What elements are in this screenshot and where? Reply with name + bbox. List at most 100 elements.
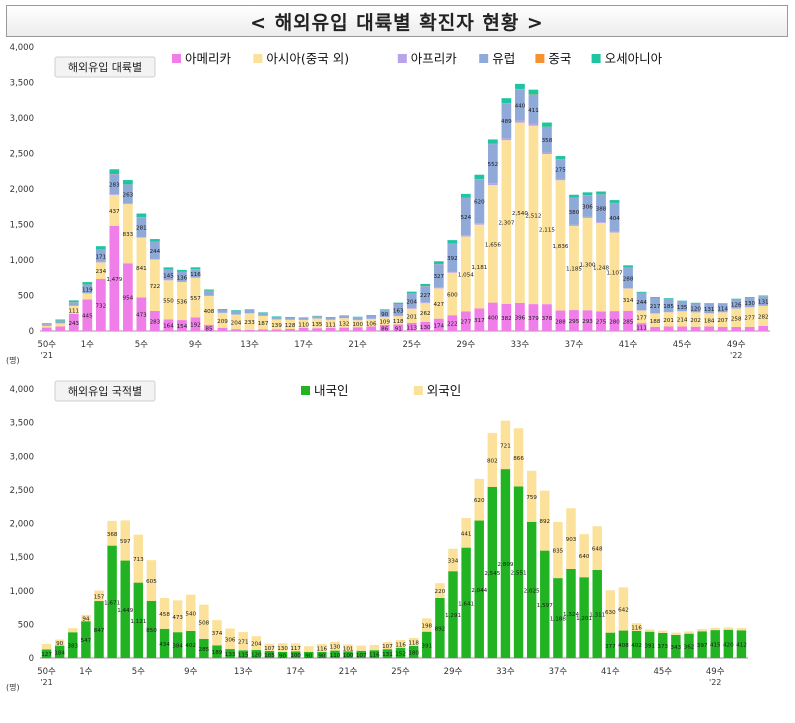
y-tick-label: 1,000 [10,256,34,266]
x-tick-label: 45수 [673,340,692,350]
data-label: 198 [421,624,432,630]
bar-segment [406,291,417,294]
bar-segment [474,179,485,224]
data-label: 377 [605,644,616,650]
data-label: 380 [569,210,580,216]
data-label: 243 [68,321,79,327]
data-label: 135 [677,305,688,311]
data-label: 397 [697,643,708,649]
data-label: 384 [172,644,183,650]
data-label: 383 [67,644,78,650]
data-label: 94 [82,617,90,623]
bar-segment [352,316,363,318]
data-label: 133 [225,652,236,658]
bar-segment [231,329,241,331]
chart-title: 해외유입 대륙별 [68,60,142,74]
data-label: 445 [82,314,93,320]
data-label: 1,248 [593,266,609,272]
bar-segment [644,629,655,632]
x-tick-label: 5수 [132,667,145,677]
data-label: 802 [487,458,498,464]
data-label: 214 [677,317,688,323]
y-unit-label: (명) [6,355,20,365]
data-label: 116 [369,653,380,659]
y-tick-label: 4,000 [10,385,34,395]
bar-segment [704,303,715,314]
data-label: 227 [420,293,431,299]
bar-segment [758,296,769,306]
bar-segment [258,312,268,313]
data-label: 362 [684,644,695,650]
data-label: 283 [150,319,161,325]
bar-segment [555,156,566,160]
data-label: 408 [204,309,215,315]
data-label: 114 [717,306,728,312]
bar-segment [447,240,458,244]
bar-segment [82,293,93,300]
bar-segment [199,638,209,658]
data-label: 171 [95,254,106,260]
x-tick-label: 17수 [294,340,313,350]
legend-label: 중국 [548,51,571,66]
bar-segment [277,643,288,652]
bar-segment [82,284,93,294]
bar-segment [95,261,106,263]
bar-segment [731,299,742,309]
y-tick-label: 3,500 [10,419,34,429]
data-label: 277 [744,316,755,322]
data-label: 130 [744,301,755,307]
bar-segment [501,98,512,104]
bar-segment [41,643,52,650]
data-label: 374 [212,631,223,637]
bar-segment [382,649,393,658]
data-label: 1,671 [104,600,120,606]
bar-segment [55,326,66,331]
x-tick-sublabel: '22 [709,678,721,687]
x-tick-label: 21수 [348,340,367,350]
bar-segment [325,327,336,331]
bar-segment [723,629,734,658]
data-label: 648 [592,547,603,553]
bar-segment [190,317,201,331]
bar-segment [312,328,322,331]
bar-segment [225,649,235,658]
data-label: 903 [566,537,577,543]
bar-segment [339,315,350,319]
data-label: 317 [474,318,485,324]
bar-segment [231,314,241,330]
bar-segment [271,329,282,331]
bar-segment [513,428,524,487]
bar-segment [41,323,52,324]
bar-segment [596,222,606,223]
data-label: 732 [95,304,106,310]
bar-segment [212,645,222,658]
data-label: 116 [631,626,642,632]
bar-segment [540,550,550,658]
data-label: 1,188 [550,617,566,623]
bar-segment [330,641,340,651]
bar-segment [312,316,322,319]
bar-segment [107,520,117,546]
bar-segment [264,643,275,651]
bar-segment [356,650,366,658]
data-label: 605 [146,579,157,585]
data-label: 132 [339,321,350,327]
bar-segment [68,300,79,303]
bar-segment [356,645,366,651]
data-label: 892 [539,519,550,525]
bar-segment [217,308,228,310]
bar-segment [406,322,417,331]
data-label: 283 [109,183,120,189]
data-label: 642 [618,607,629,613]
data-label: 101 [343,646,354,652]
bar-segment [186,594,196,631]
bar-segment [460,193,471,198]
data-label: 550 [163,298,174,304]
data-label: 107 [264,646,275,652]
data-label: 288 [555,319,566,325]
chart-title-box: 해외유입 국적별 [54,380,156,402]
data-label: 86 [381,326,389,332]
bar-segment [542,127,552,153]
x-tick-sublabel: '22 [730,351,742,360]
nationality-chart: 0 500 1,000 1,500 2,000 2,500 3,000 3,500 4,000 (… [6,380,748,692]
